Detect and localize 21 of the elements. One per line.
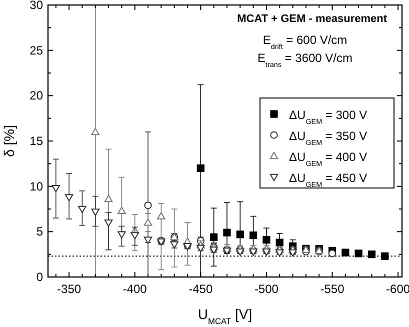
x-tick-label: -550 xyxy=(320,282,345,296)
y-tick-label: 30 xyxy=(30,0,44,12)
legend-label: ΔU$_{GEM}$ = 450 V xyxy=(289,171,368,188)
legend-label: ΔU$_{GEM}$ = 300 V xyxy=(289,108,368,126)
y-tick-label: 0 xyxy=(36,270,44,284)
y-tick-label: 10 xyxy=(30,179,44,194)
x-tick-label: -500 xyxy=(254,282,279,296)
legend-label: ΔU$_{GEM}$ = 400 V xyxy=(289,150,368,168)
annotation: MCAT + GEM - measurement xyxy=(237,13,388,25)
x-tick-label: -450 xyxy=(188,282,213,296)
annotation: E$_{drift}$ = 600 V/cm xyxy=(262,33,348,50)
x-tick-label: -350 xyxy=(57,282,82,296)
x-tick-label: -400 xyxy=(122,282,148,296)
annotation: E$_{trans}$ = 3600 V/cm xyxy=(257,51,353,68)
y-axis-title: δ [%] xyxy=(1,125,17,157)
y-tick-label: 5 xyxy=(36,224,44,239)
y-tick-label: 25 xyxy=(30,43,44,58)
y-tick-label: 15 xyxy=(30,134,44,148)
y-tick-label: 20 xyxy=(30,88,44,103)
legend-label: ΔU$_{GEM}$ = 350 V xyxy=(289,129,368,146)
x-axis-title: U$_{MCAT}$ [V] xyxy=(198,306,252,326)
